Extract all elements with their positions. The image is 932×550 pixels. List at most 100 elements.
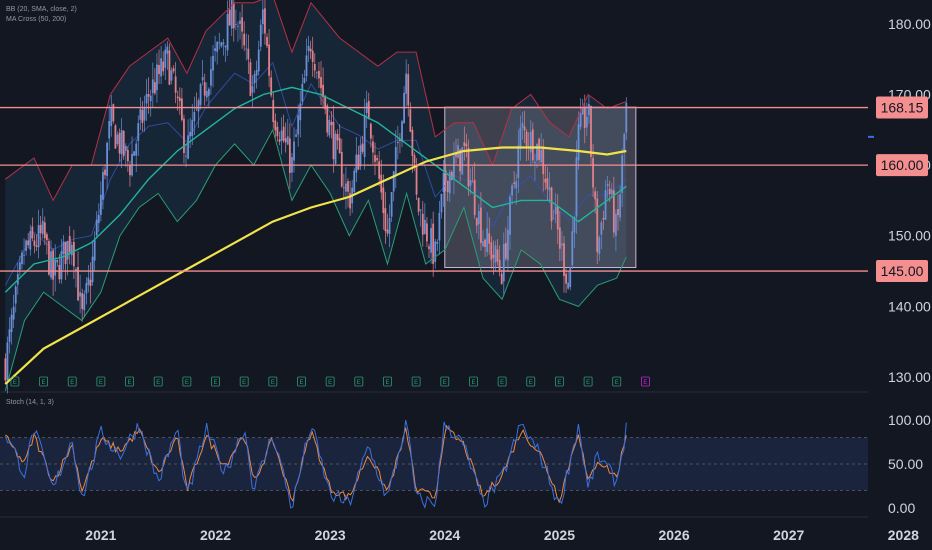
candle-body xyxy=(550,187,553,222)
price-level-tag[interactable] xyxy=(876,260,928,283)
stochastic-pane[interactable] xyxy=(0,419,868,509)
candle-body xyxy=(444,170,447,182)
earnings-marker[interactable] xyxy=(411,376,421,387)
candle-body xyxy=(492,254,495,258)
earnings-marker[interactable] xyxy=(469,376,478,387)
candle-body xyxy=(546,178,549,189)
earnings-marker-label: E xyxy=(414,380,418,386)
candle-body xyxy=(210,69,212,86)
candle-body xyxy=(525,131,528,147)
time-scale-tick-label: 2025 xyxy=(544,527,575,543)
candle-body xyxy=(234,24,237,25)
candle-body xyxy=(174,76,177,93)
candle-body xyxy=(563,243,565,277)
candle-body xyxy=(83,294,86,311)
candle-body xyxy=(519,127,522,148)
earnings-marker[interactable] xyxy=(39,376,48,387)
candle-body xyxy=(625,102,628,133)
candle-body xyxy=(554,206,557,215)
candle-body xyxy=(384,208,387,232)
price-level-tag[interactable] xyxy=(876,96,928,119)
candle-body xyxy=(504,242,507,259)
candle-body xyxy=(461,147,464,175)
earnings-marker[interactable] xyxy=(67,376,77,387)
candle-body xyxy=(170,70,173,81)
candle-body xyxy=(598,237,601,254)
candle-body xyxy=(301,83,304,102)
earnings-marker[interactable] xyxy=(383,376,392,387)
earnings-marker[interactable] xyxy=(268,376,278,387)
price-level-tag[interactable] xyxy=(876,154,928,177)
earnings-marker[interactable] xyxy=(497,376,507,387)
earnings-marker[interactable] xyxy=(440,376,450,387)
price-scale-tick-label: 140.00 xyxy=(888,298,931,314)
candle-body xyxy=(440,193,443,213)
ma-fast-line xyxy=(4,86,627,293)
candle-body xyxy=(62,241,65,254)
candle-body xyxy=(160,58,163,77)
earnings-marker[interactable] xyxy=(153,376,163,387)
candle-body xyxy=(183,118,185,154)
candle-body xyxy=(207,88,210,96)
stoch-scale-tick-label: 50.00 xyxy=(888,456,923,472)
price-scale[interactable]: 130.00140.00150.00160.00170.00180.00168.… xyxy=(868,0,932,550)
earnings-marker[interactable] xyxy=(125,376,134,387)
earnings-marker[interactable] xyxy=(182,376,192,387)
candle-body xyxy=(326,105,329,133)
candle-body xyxy=(97,214,100,224)
candle-body xyxy=(33,240,36,246)
candle-body xyxy=(500,273,503,284)
candle-body xyxy=(58,264,61,280)
candle-body xyxy=(332,121,335,160)
earnings-marker[interactable] xyxy=(583,376,593,387)
earnings-marker[interactable] xyxy=(96,376,106,387)
candle-body xyxy=(288,138,291,173)
earnings-marker[interactable] xyxy=(612,376,622,387)
candle-body xyxy=(355,154,358,173)
candle-body xyxy=(25,240,28,251)
candle-body xyxy=(509,196,511,235)
time-scale[interactable]: 2021 2022 2023 2024 2025 2026 2027 2028 xyxy=(85,527,919,543)
candle-body xyxy=(60,251,63,280)
candle-body xyxy=(569,267,572,288)
candle-body xyxy=(513,182,516,184)
candlestick-series[interactable] xyxy=(4,0,628,394)
candle-body xyxy=(247,48,250,60)
candle-body xyxy=(257,49,260,72)
earnings-marker[interactable] xyxy=(641,376,650,387)
earnings-marker[interactable] xyxy=(325,376,335,387)
candle-body xyxy=(35,245,38,247)
price-scale-tick-label: 130.00 xyxy=(888,369,931,385)
candle-body xyxy=(276,126,279,137)
earnings-marker[interactable] xyxy=(211,376,220,387)
candle-body xyxy=(218,42,221,44)
candle-body xyxy=(594,191,597,200)
earnings-marker[interactable] xyxy=(297,376,306,387)
range-box[interactable] xyxy=(444,106,637,269)
earnings-marker[interactable] xyxy=(354,376,364,387)
earnings-marker[interactable] xyxy=(526,376,536,387)
candle-body xyxy=(239,20,241,25)
ma-slow-line xyxy=(4,146,627,385)
price-scale-tick-label: 180.00 xyxy=(888,16,931,32)
stoch-indicator-label[interactable]: Stoch (14, 1, 3) xyxy=(6,399,54,406)
candle-body xyxy=(270,77,273,96)
candle-body xyxy=(278,139,281,142)
earnings-marker-label: E xyxy=(214,380,218,386)
candle-body xyxy=(378,161,381,179)
earnings-marker[interactable] xyxy=(10,376,20,387)
bb-indicator-label[interactable]: BB (20, SMA, close, 2) xyxy=(6,6,77,13)
candle-body xyxy=(542,146,545,175)
earnings-marker[interactable] xyxy=(239,376,249,387)
earnings-marker[interactable] xyxy=(555,376,564,387)
candle-body xyxy=(274,120,277,131)
candle-body xyxy=(392,171,395,192)
candle-body xyxy=(305,55,308,76)
candle-body xyxy=(523,126,526,131)
candle-body xyxy=(10,314,13,333)
stoch-scale-tick-label: 0.00 xyxy=(888,500,915,516)
candle-body xyxy=(282,126,285,141)
ma-cross-indicator-label[interactable]: MA Cross (50, 200) xyxy=(6,16,67,23)
